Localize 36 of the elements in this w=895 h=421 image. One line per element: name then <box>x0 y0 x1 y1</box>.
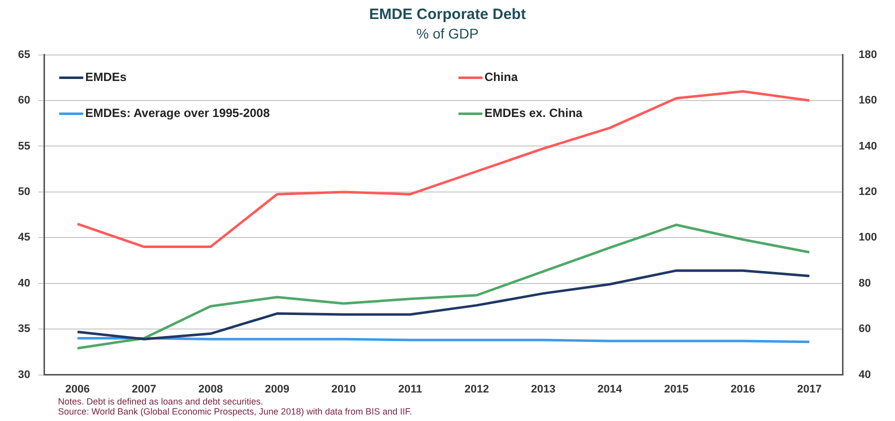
y2-tick-label: 80 <box>858 277 871 290</box>
y2-tick-label: 100 <box>858 232 878 244</box>
chart-subtitle: % of GDP <box>416 25 479 42</box>
legend-label: China <box>484 70 518 84</box>
x-tick-label: 2010 <box>331 383 356 396</box>
y2-tick-label: 140 <box>858 140 878 152</box>
legend-label: EMDEs <box>85 70 127 84</box>
y-tick-label: 60 <box>18 94 30 107</box>
y-tick-label: 35 <box>18 323 30 336</box>
y2-tick-label: 40 <box>858 368 871 381</box>
y2-tick-label: 160 <box>858 94 878 107</box>
y-tick-label: 30 <box>18 368 30 381</box>
y-tick-label: 65 <box>18 48 30 61</box>
x-tick-label: 2009 <box>264 383 290 396</box>
y-tick-label: 55 <box>18 140 30 152</box>
y2-tick-label: 60 <box>858 323 871 336</box>
y-tick-label: 50 <box>18 186 30 198</box>
x-tick-label: 2007 <box>132 383 156 396</box>
y-tick-label: 45 <box>18 232 30 244</box>
y2-tick-label: 120 <box>858 186 878 198</box>
x-tick-label: 2006 <box>65 383 90 396</box>
legend-label: EMDEs: Average over 1995-2008 <box>85 106 270 120</box>
legend-label: EMDEs ex. China <box>484 106 583 120</box>
x-tick-label: 2014 <box>598 383 623 396</box>
x-tick-label: 2011 <box>398 383 422 396</box>
x-tick-label: 2016 <box>730 383 756 396</box>
y2-tick-label: 180 <box>858 48 878 61</box>
chart-title: EMDE Corporate Debt <box>369 6 526 24</box>
y-tick-label: 40 <box>18 277 30 290</box>
text: Notes. Debt is defined as loans and debt securities. <box>58 396 264 406</box>
x-tick-label: 2012 <box>464 383 489 396</box>
x-tick-label: 2015 <box>664 383 689 396</box>
x-tick-label: 2017 <box>797 383 822 396</box>
x-tick-label: 2013 <box>531 383 556 396</box>
x-tick-label: 2008 <box>198 383 223 396</box>
source-note: Source: World Bank (Global Economic Prospects, June 2018) with data from BIS and IIF. <box>58 406 412 416</box>
